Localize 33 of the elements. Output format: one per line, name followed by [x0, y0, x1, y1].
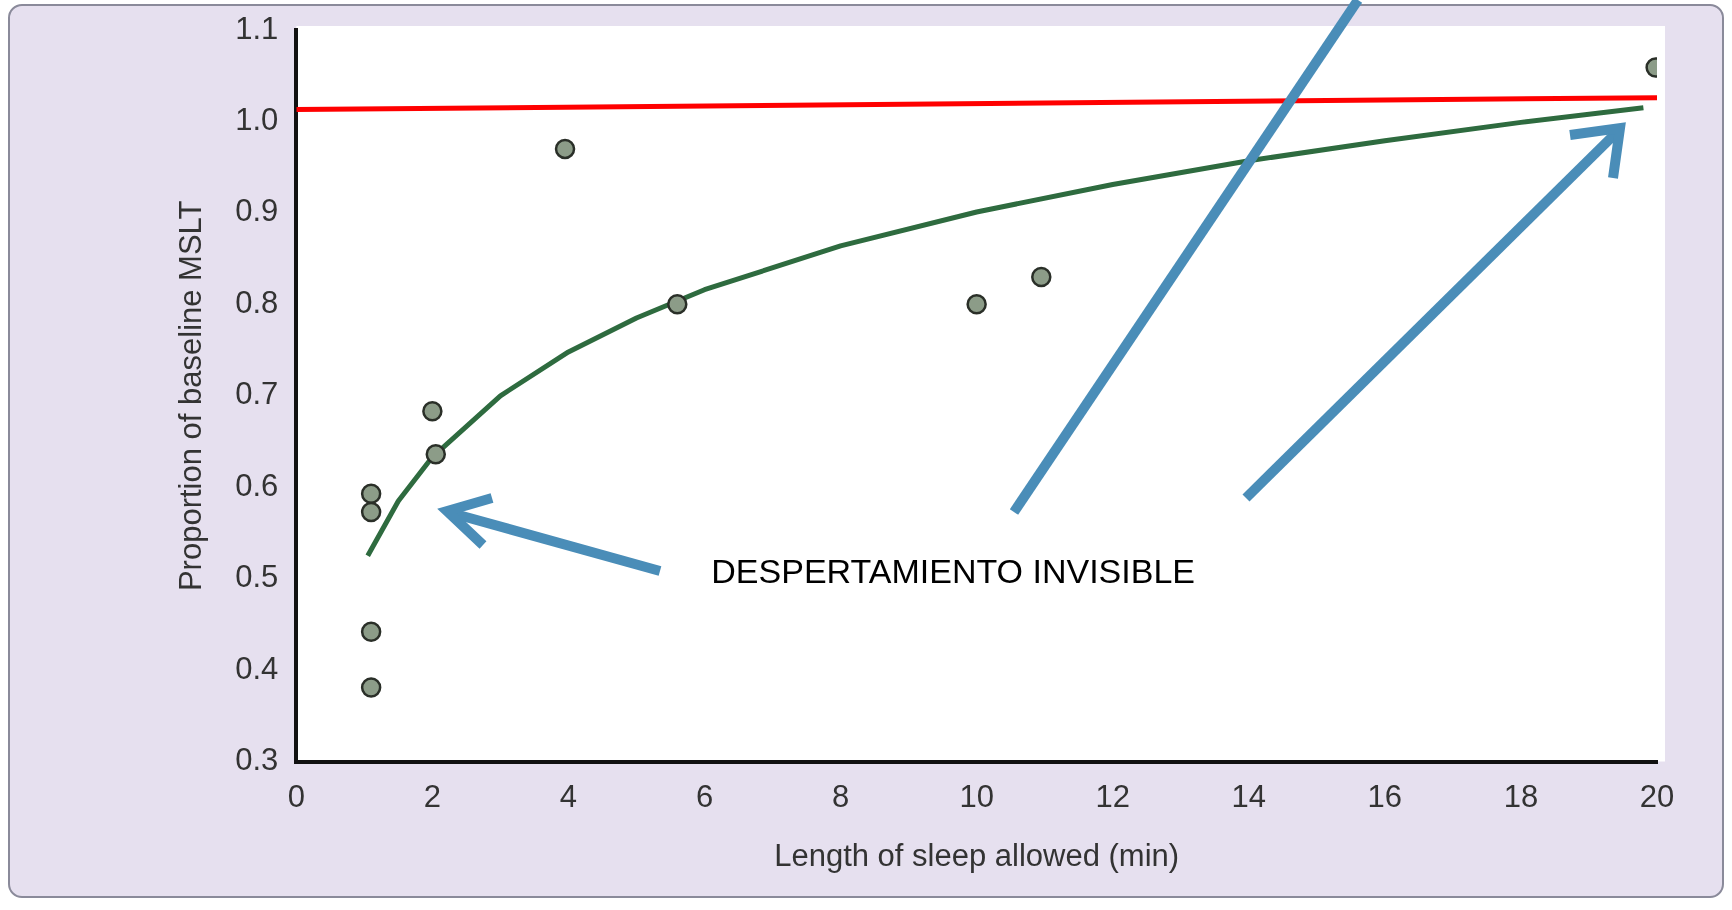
- x-tick-label: 18: [1503, 778, 1539, 814]
- point: [422, 401, 443, 422]
- x-axis-title: Length of sleep allowed (min): [774, 837, 1180, 873]
- x-tick-label: 20: [1639, 778, 1675, 814]
- y-tick-label: 0.8: [235, 284, 279, 320]
- y-tick-label: 0.3: [235, 742, 279, 778]
- point: [360, 621, 382, 642]
- y-axis-title: Proportion of baseline MSLT: [173, 200, 209, 592]
- x-tick-label: 14: [1231, 778, 1267, 814]
- y-tick-label: 0.6: [235, 467, 279, 503]
- point: [360, 677, 382, 698]
- y-tick-label: 1.0: [235, 102, 279, 137]
- x-tick-label: 16: [1367, 778, 1403, 814]
- point: [425, 444, 447, 465]
- point: [554, 138, 576, 160]
- x-tick-label: 8: [831, 778, 850, 814]
- y-tick-label: 0.9: [235, 193, 279, 229]
- x-tick-label: 0: [287, 778, 305, 814]
- point: [360, 483, 382, 504]
- point: [966, 294, 987, 315]
- x-tick-label: 10: [959, 778, 994, 814]
- y-tick-label: 0.7: [235, 376, 279, 412]
- point: [360, 501, 382, 523]
- y-tick-label: 0.5: [235, 559, 279, 595]
- x-tick-label: 2: [423, 778, 441, 814]
- x-tick-label: 6: [695, 778, 714, 814]
- x-tick-label: 12: [1095, 778, 1130, 814]
- x-tick-label: 4: [559, 778, 578, 814]
- annotation: DESPERTAMIENTO INVISIBLE: [711, 551, 1195, 590]
- y-tick-label: 0.4: [235, 650, 279, 686]
- point: [1031, 266, 1052, 288]
- point: [667, 294, 688, 315]
- y-tick-label: 1.1: [235, 10, 279, 46]
